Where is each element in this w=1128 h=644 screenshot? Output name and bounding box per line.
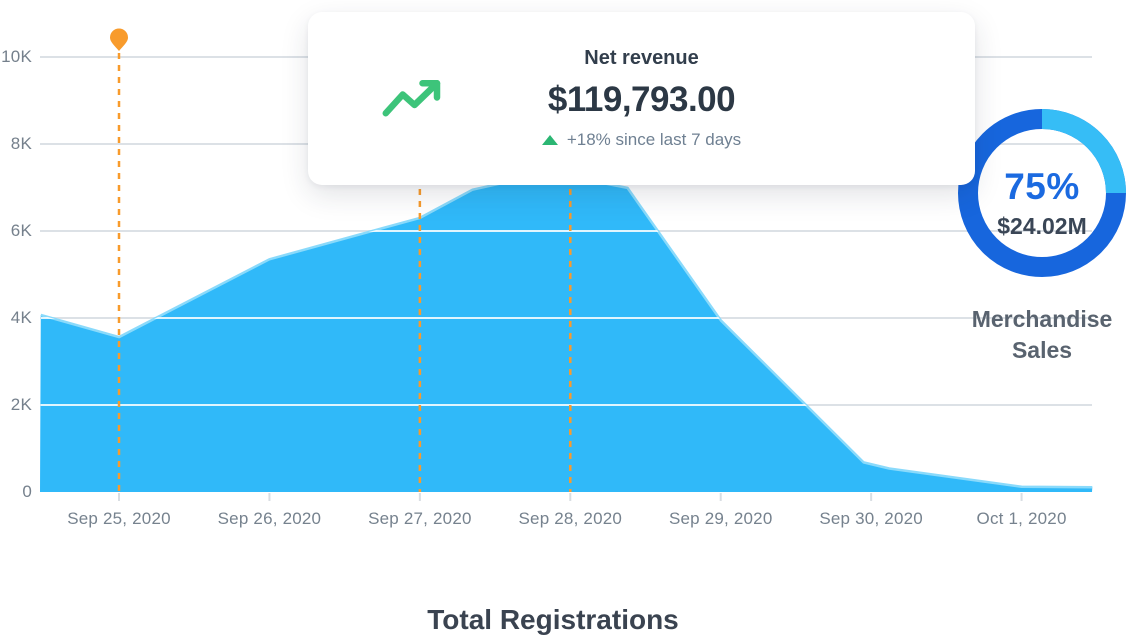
card-title: Net revenue: [584, 47, 699, 70]
x-tick-label: Sep 29, 2020: [669, 509, 773, 529]
x-tick-label: Oct 1, 2020: [977, 509, 1067, 529]
x-tick-label: Sep 30, 2020: [819, 509, 923, 529]
x-tick-label: Sep 25, 2020: [67, 509, 171, 529]
card-value: $119,793.00: [548, 80, 735, 120]
y-tick-label: 6K: [0, 221, 32, 241]
area-fill: [40, 180, 1092, 492]
donut-caption: Merchandise Sales: [947, 304, 1128, 366]
delta-up-icon: [542, 135, 558, 145]
net-revenue-tooltip-card: Net revenue $119,793.00 +18% since last …: [308, 12, 975, 185]
card-delta-text: +18% since last 7 days: [567, 130, 741, 150]
dashboard-canvas: 10K 8K 6K 4K 2K 0 Sep 25, 2020 Sep 26, 2020 Sep…: [0, 0, 1128, 644]
x-tick-label: Sep 28, 2020: [519, 509, 623, 529]
x-tick-label: Sep 26, 2020: [218, 509, 322, 529]
card-delta: +18% since last 7 days: [542, 130, 741, 150]
marker-pin-icon: [110, 28, 128, 51]
donut-percent-label: 75%: [1004, 166, 1080, 208]
y-tick-label: 0: [0, 482, 32, 502]
y-tick-label: 8K: [0, 134, 32, 154]
donut-amount-label: $24.02M: [997, 213, 1087, 240]
x-tick-label: Sep 27, 2020: [368, 509, 472, 529]
y-tick-label: 4K: [0, 308, 32, 328]
trending-up-icon: [377, 72, 447, 122]
chart-title: Total Registrations: [427, 604, 679, 636]
y-tick-label: 10K: [0, 47, 32, 67]
y-tick-label: 2K: [0, 395, 32, 415]
